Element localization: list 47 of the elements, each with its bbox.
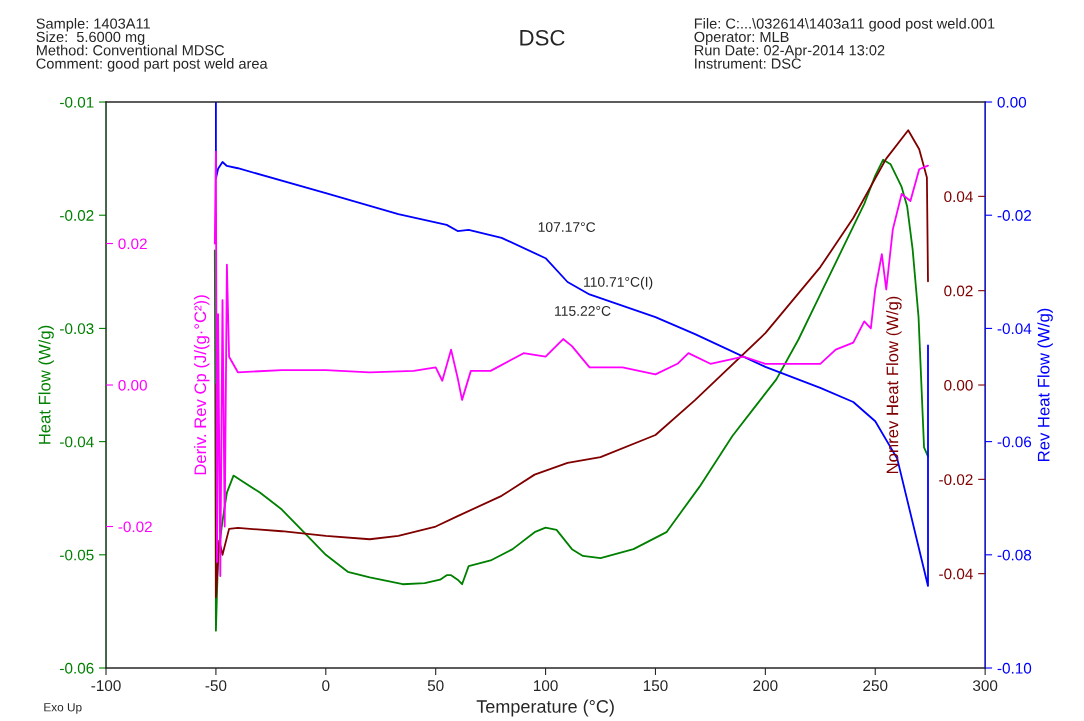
y-tick-label: 0.02 [118, 238, 147, 250]
text: Instrument: DSC [695, 58, 801, 69]
x-tick-label: 100 [534, 680, 558, 692]
text: Size: 5.6000 mg [36, 31, 145, 45]
y3-tick-label: 0.04 [944, 191, 973, 203]
y3-axis-title: Nonrev Heat Flow (W/g) [886, 296, 902, 474]
x-tick-label: 0 [322, 680, 330, 692]
x-tick-label: 50 [427, 680, 444, 692]
x-tick-label: -100 [91, 680, 121, 692]
y2-tick-label: 0.00 [997, 96, 1027, 108]
x-tick-label: 150 [643, 680, 668, 692]
y2-tick-label: -0.02 [997, 210, 1031, 221]
y-tick-label: -0.04 [60, 436, 94, 448]
y2-tick-label: -0.08 [997, 549, 1032, 561]
y3-tick-label: -0.02 [939, 474, 973, 486]
y-tick-label: -0.03 [60, 323, 94, 335]
y-tick-label: 0.00 [118, 379, 147, 391]
x-tick-label: -50 [205, 680, 227, 692]
y2-tick-label: -0.04 [997, 323, 1032, 335]
y-axis-title: Heat Flow (W/g) [38, 325, 54, 444]
x-tick-label: 300 [972, 680, 998, 692]
text: File: C:...\032614\1403a11 good post weld.001 [694, 18, 995, 32]
annotation: 115.22°C [555, 306, 611, 316]
text: Run Date: 02-Apr-2014 13:02 [694, 45, 885, 59]
x-axis-title: Temperature (°C) [476, 699, 614, 717]
y2-tick-label: -0.06 [997, 436, 1032, 448]
y2-axis-title: Rev Heat Flow (W/g) [1037, 308, 1053, 461]
y3-tick-label: 0.02 [944, 285, 973, 297]
y-tick-label: -0.02 [60, 210, 94, 221]
y-tick-label: -0.01 [60, 96, 94, 108]
text: Exo Up [44, 703, 82, 714]
y-tick-label: -0.05 [60, 549, 94, 561]
y3-tick-label: -0.04 [939, 568, 973, 580]
annotation: 110.71°C(I) [584, 276, 653, 290]
text: Sample: 1403A11 [36, 18, 150, 32]
y2-tick-label: -0.10 [997, 662, 1032, 674]
text: Method: Conventional MDSC [36, 44, 225, 56]
y-axis-title: Deriv. Rev Cp (J/(g·°C²)) [193, 295, 210, 475]
y-tick-label: -0.06 [60, 662, 94, 674]
y3-tick-label: 0.00 [944, 379, 973, 391]
text: Comment: good part post weld area [36, 58, 268, 72]
x-tick-label: 250 [863, 680, 888, 692]
text: Operator: MLB [694, 31, 789, 45]
annotation: 107.17°C [538, 222, 596, 232]
y-tick-label: -0.02 [118, 521, 152, 533]
chart-title: DSC [520, 29, 565, 46]
x-tick-label: 200 [753, 680, 778, 692]
